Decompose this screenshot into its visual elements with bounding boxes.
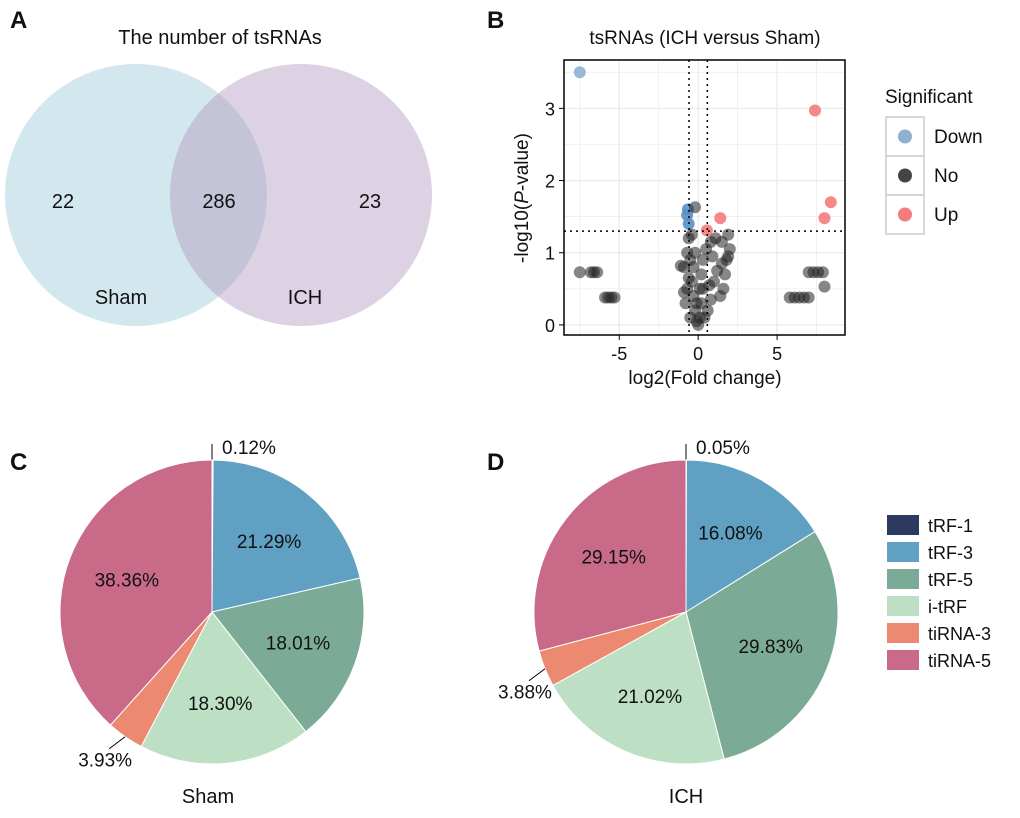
pie-legend-label: tRF-3 bbox=[928, 543, 973, 563]
ylabel-suffix: -value) bbox=[512, 133, 533, 191]
point-no bbox=[722, 250, 734, 262]
panel-label-d: D bbox=[487, 449, 504, 476]
ylabel-prefix: -log10( bbox=[512, 203, 533, 263]
pie-legend-swatch bbox=[887, 650, 919, 670]
pie-legend-label: i-tRF bbox=[928, 597, 967, 617]
point-no bbox=[609, 291, 621, 303]
point-up bbox=[818, 212, 830, 224]
pie-slice-label: 3.93% bbox=[78, 751, 132, 772]
volcano-xlabel: log2(Fold change) bbox=[628, 368, 781, 389]
pie-legend-swatch bbox=[887, 515, 919, 535]
volcano-ylabel: -log10(P-value) bbox=[512, 133, 533, 263]
point-no bbox=[591, 266, 603, 278]
pie-legend: tRF-1 tRF-3 tRF-5 i-tRF tiRNA-3 tiRNA-5 bbox=[887, 515, 991, 671]
pie-legend-label: tiRNA-3 bbox=[928, 624, 991, 644]
venn-title: The number of tsRNAs bbox=[118, 27, 321, 49]
legend-swatch-up bbox=[898, 208, 912, 222]
x-tick-label: 0 bbox=[693, 344, 703, 364]
pie-slice-label: 3.88% bbox=[498, 683, 552, 704]
pie-chart-ich: 0.05% 16.08% 29.83% 21.02% 3.88% 29.15% bbox=[498, 438, 838, 764]
ylabel-italic: P bbox=[512, 191, 533, 204]
leader-line bbox=[109, 737, 125, 749]
point-no bbox=[574, 266, 586, 278]
pie-slice-label: 29.15% bbox=[581, 547, 646, 568]
y-tick-label: 3 bbox=[545, 99, 555, 119]
legend-label: Down bbox=[934, 127, 983, 148]
y-tick-label: 0 bbox=[545, 316, 555, 336]
y-tick-label: 1 bbox=[545, 244, 555, 264]
pie-legend-label: tRF-1 bbox=[928, 516, 973, 536]
point-no bbox=[817, 266, 829, 278]
pie-slice-label: 0.12% bbox=[222, 438, 276, 459]
pie-legend-swatch bbox=[887, 596, 919, 616]
pie-legend-label: tiRNA-5 bbox=[928, 651, 991, 671]
point-no bbox=[699, 312, 711, 324]
pie-slice-label: 18.01% bbox=[266, 633, 331, 654]
point-no bbox=[719, 268, 731, 280]
point-no bbox=[803, 291, 815, 303]
leader-line bbox=[529, 669, 545, 681]
venn-ich-only-count: 23 bbox=[359, 191, 381, 213]
legend-label: No bbox=[934, 166, 958, 187]
pie-slice-label: 18.30% bbox=[188, 694, 253, 715]
legend-swatch-down bbox=[898, 130, 912, 144]
point-no bbox=[681, 283, 693, 295]
volcano-legend: Significant Down No Up bbox=[885, 87, 983, 234]
panel-label-a: A bbox=[10, 7, 27, 34]
point-up bbox=[714, 212, 726, 224]
volcano-plot: tsRNAs (ICH versus Sham) -5 0 5 0 1 2 3 log2(F… bbox=[512, 28, 983, 389]
venn-sham-label: Sham bbox=[95, 287, 147, 309]
panel-label-b: B bbox=[487, 7, 504, 34]
volcano-title: tsRNAs (ICH versus Sham) bbox=[589, 28, 820, 49]
point-no bbox=[689, 201, 701, 213]
pie-slice-label: 0.05% bbox=[696, 438, 750, 459]
point-no bbox=[689, 247, 701, 259]
panel-label-c: C bbox=[10, 449, 27, 476]
pie-slice-label: 21.29% bbox=[237, 532, 302, 553]
point-up bbox=[825, 196, 837, 208]
venn-ich-label: ICH bbox=[288, 287, 322, 309]
point-no bbox=[691, 297, 703, 309]
pie-legend-swatch bbox=[887, 623, 919, 643]
legend-label: Up bbox=[934, 205, 958, 226]
point-no bbox=[818, 281, 830, 293]
pie-slice-label: 38.36% bbox=[95, 570, 160, 591]
venn-sham-only-count: 22 bbox=[52, 191, 74, 213]
point-up bbox=[809, 105, 821, 117]
pie-legend-swatch bbox=[887, 569, 919, 589]
y-tick-label: 2 bbox=[545, 172, 555, 192]
pie-sham-label: Sham bbox=[182, 786, 234, 808]
pie-slice-label: 21.02% bbox=[618, 687, 683, 708]
pie-legend-label: tRF-5 bbox=[928, 570, 973, 590]
pie-ich-label: ICH bbox=[669, 786, 703, 808]
x-tick-label: 5 bbox=[772, 344, 782, 364]
point-no bbox=[694, 283, 706, 295]
pie-slice-label: 16.08% bbox=[698, 523, 763, 544]
point-down bbox=[574, 66, 586, 78]
pie-legend-swatch bbox=[887, 542, 919, 562]
venn-diagram: The number of tsRNAs 22 286 23 Sham ICH bbox=[5, 27, 432, 326]
legend-title: Significant bbox=[885, 87, 973, 108]
pie-slice-label: 29.83% bbox=[738, 637, 803, 658]
pie-chart-sham: 0.12% 21.29% 18.01% 18.30% 3.93% 38.36% bbox=[60, 438, 364, 772]
x-tick-label: -5 bbox=[611, 344, 627, 364]
venn-overlap-count: 286 bbox=[202, 191, 235, 213]
point-no bbox=[684, 312, 696, 324]
legend-swatch-no bbox=[898, 169, 912, 183]
